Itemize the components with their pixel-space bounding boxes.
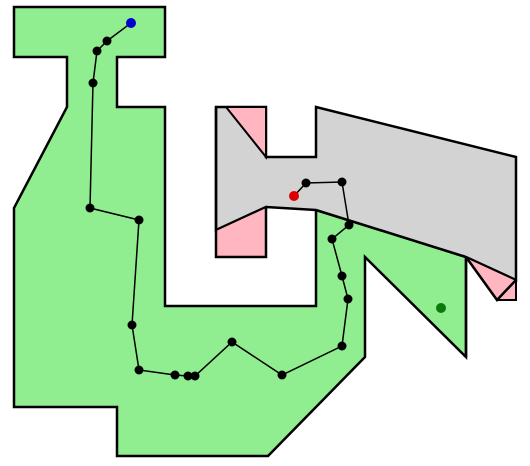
path-node: [301, 178, 311, 188]
path-node: [277, 370, 287, 380]
path-node: [327, 234, 337, 244]
trajectory-nodes: [85, 36, 354, 381]
green-free-region: [12, 5, 468, 458]
path-node: [85, 203, 95, 213]
path-node: [337, 341, 347, 351]
gray-region-stub-border: [214, 107, 268, 259]
path-node: [337, 177, 347, 187]
path-node: [92, 46, 102, 56]
path-node: [102, 36, 112, 46]
path-node: [190, 371, 200, 381]
path-node: [134, 215, 144, 225]
path-node: [344, 220, 354, 230]
goal-marker-green: [436, 303, 446, 313]
path-node: [134, 365, 144, 375]
right-wedge-border: [464, 256, 517, 302]
path-node: [337, 271, 347, 281]
path-node: [88, 78, 98, 88]
path-node: [183, 371, 193, 381]
path-node: [227, 337, 237, 347]
path-node: [127, 320, 137, 330]
path-node: [170, 370, 180, 380]
end-marker-red: [289, 191, 299, 201]
pink-triangle-top: [223, 106, 267, 160]
start-marker-blue: [126, 18, 136, 28]
path-node: [343, 294, 353, 304]
